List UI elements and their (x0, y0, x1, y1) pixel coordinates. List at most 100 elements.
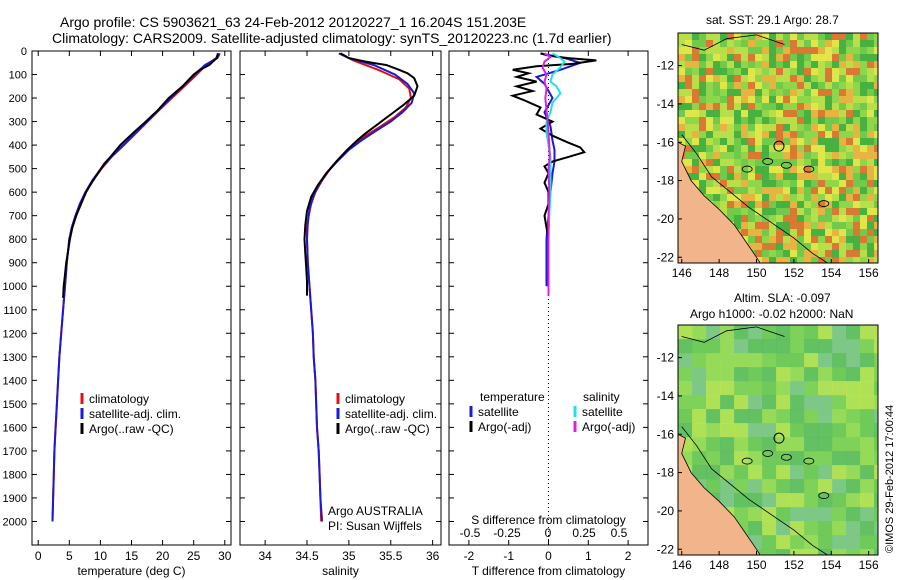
y-tick-label: -16 (657, 135, 675, 149)
map-cell (734, 131, 742, 139)
y-tick-label: 1200 (3, 328, 27, 340)
map-cell (783, 40, 791, 48)
map-cell (818, 549, 833, 555)
map-cell (685, 96, 693, 104)
map-cell (853, 103, 861, 111)
map-cell (853, 159, 861, 167)
map-cell (790, 124, 798, 132)
map-cell (832, 250, 840, 258)
map-cell (839, 89, 847, 97)
map-cell (720, 437, 735, 452)
map-cell (706, 96, 714, 104)
map-cell (818, 131, 826, 139)
map-cell (860, 479, 875, 494)
map-cell (776, 451, 791, 466)
map-cell (818, 180, 826, 188)
map-cell (783, 257, 791, 263)
map-cell (692, 124, 700, 132)
map-cell (832, 145, 840, 153)
map-cell (685, 54, 693, 62)
map-cell (734, 82, 742, 90)
panel-frame (239, 50, 442, 546)
map-cell (797, 124, 805, 132)
map-cell (853, 61, 861, 69)
map-cell (769, 47, 777, 55)
map-cell (818, 138, 826, 146)
map-cell (867, 117, 875, 125)
map-cell (734, 152, 742, 160)
map-cell (818, 110, 826, 118)
x-tick-label: 36 (426, 549, 440, 563)
map-cell (797, 257, 805, 263)
map-cell (818, 465, 833, 480)
map-cell (762, 145, 770, 153)
map-cell (874, 173, 878, 181)
map-cell (797, 145, 805, 153)
map-cell (867, 89, 875, 97)
map-cell (678, 339, 693, 354)
map-cell (818, 208, 826, 216)
map-cell (720, 325, 735, 340)
map-cell (748, 89, 756, 97)
map-cell (678, 82, 686, 90)
map-cell (762, 166, 770, 174)
map-cell (874, 493, 878, 508)
map-cell (832, 117, 840, 125)
map-cell (790, 493, 805, 508)
map-cell (811, 208, 819, 216)
map-cell (832, 325, 847, 340)
x-axis-label: salinity (322, 564, 359, 578)
map-cell (727, 96, 735, 104)
map-cell (853, 173, 861, 181)
map-cell (860, 395, 875, 410)
map-cell (839, 257, 847, 263)
map-cell (853, 194, 861, 202)
map-cell (713, 61, 721, 69)
series-line-climatology (51, 52, 220, 522)
map-cell (769, 40, 777, 48)
map-cell (825, 75, 833, 83)
map-cell (783, 250, 791, 258)
map-cell (783, 103, 791, 111)
map-cell (811, 222, 819, 230)
map-cell (832, 257, 840, 263)
map-cell (825, 250, 833, 258)
map-cell (832, 437, 847, 452)
map-cell (839, 145, 847, 153)
map-cell (804, 61, 812, 69)
map-cell (874, 243, 878, 251)
map-cell (804, 465, 819, 480)
map-cell (832, 243, 840, 251)
map-cell (678, 68, 686, 76)
map-cell (790, 110, 798, 118)
map-cell (769, 145, 777, 153)
map-cell (699, 180, 707, 188)
map-cell (776, 339, 791, 354)
map-cell (867, 208, 875, 216)
map-cell (790, 138, 798, 146)
map-cell (713, 152, 721, 160)
map-cell (783, 201, 791, 209)
x2-tick-label: 0.5 (611, 526, 628, 540)
map-cell (797, 131, 805, 139)
map-cell (818, 117, 826, 125)
map-cell (846, 507, 861, 522)
map-cell (769, 75, 777, 83)
x-axis-label: T difference from climatology (472, 564, 626, 578)
map-cell (713, 54, 721, 62)
map-cell (867, 40, 875, 48)
map-cell (762, 250, 770, 258)
map-cell (839, 61, 847, 69)
map-cell (839, 194, 847, 202)
map-cell (797, 243, 805, 251)
map-cell (867, 222, 875, 230)
map-cell (762, 54, 770, 62)
map-cell (713, 201, 721, 209)
x-tick-label: 15 (125, 549, 139, 563)
map-cell (818, 40, 826, 48)
map-cell (769, 201, 777, 209)
map-cell (804, 82, 812, 90)
map-cell (811, 145, 819, 153)
map-cell (720, 423, 735, 438)
map-cell (741, 61, 749, 69)
